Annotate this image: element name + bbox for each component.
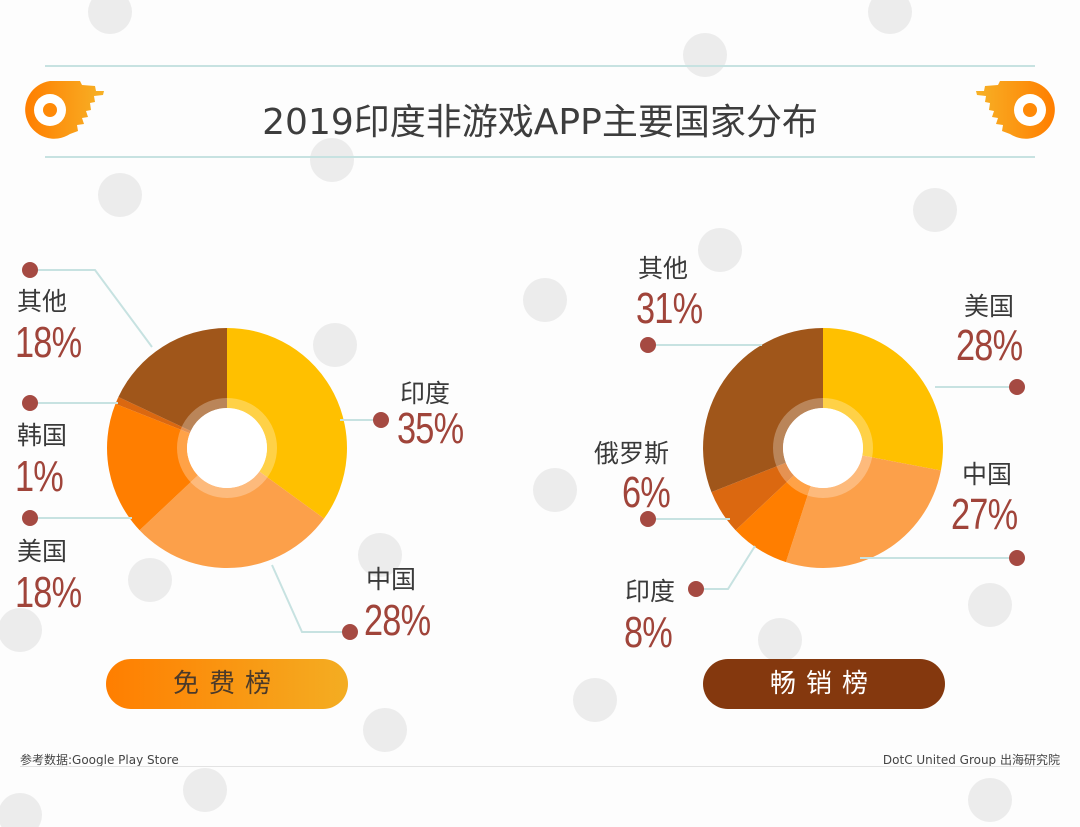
- flame-logo-icon-left: [25, 81, 105, 139]
- donut-free: [107, 328, 347, 568]
- label-name: 美国: [17, 537, 68, 566]
- label-name: 印度: [625, 577, 676, 606]
- free-chart-badge: 免费榜: [106, 659, 348, 709]
- label-name: 韩国: [17, 421, 68, 450]
- label-percent: 18%: [15, 568, 82, 617]
- credit-note: DotC United Group 出海研究院: [882, 753, 1060, 767]
- header-bottom-rule: [45, 156, 1035, 158]
- label-percent: 1%: [15, 452, 64, 501]
- label-percent: 8%: [624, 608, 673, 657]
- label-name: 中国: [366, 565, 417, 594]
- page-title: 2019印度非游戏APP主要国家分布: [262, 102, 818, 143]
- header-top-rule: [45, 65, 1035, 67]
- label-percent: 6%: [622, 468, 671, 517]
- label-percent: 28%: [364, 596, 431, 645]
- flame-logo-icon-right: [976, 81, 1055, 139]
- label-percent: 31%: [636, 284, 703, 333]
- label-name: 美国: [964, 292, 1015, 321]
- label-percent: 28%: [956, 321, 1023, 370]
- paid-chart-badge: 畅销榜: [703, 659, 945, 709]
- label-percent: 35%: [397, 404, 464, 453]
- label-name: 印度: [400, 379, 451, 408]
- label-name: 其他: [638, 254, 689, 283]
- footer-rule: [20, 766, 1060, 767]
- label-name: 俄罗斯: [594, 439, 670, 468]
- label-percent: 27%: [951, 490, 1018, 539]
- source-note: 参考数据:Google Play Store: [20, 753, 179, 767]
- label-name: 其他: [17, 287, 68, 316]
- label-percent: 18%: [15, 318, 82, 367]
- donut-paid: [703, 328, 944, 569]
- label-name: 中国: [962, 460, 1013, 489]
